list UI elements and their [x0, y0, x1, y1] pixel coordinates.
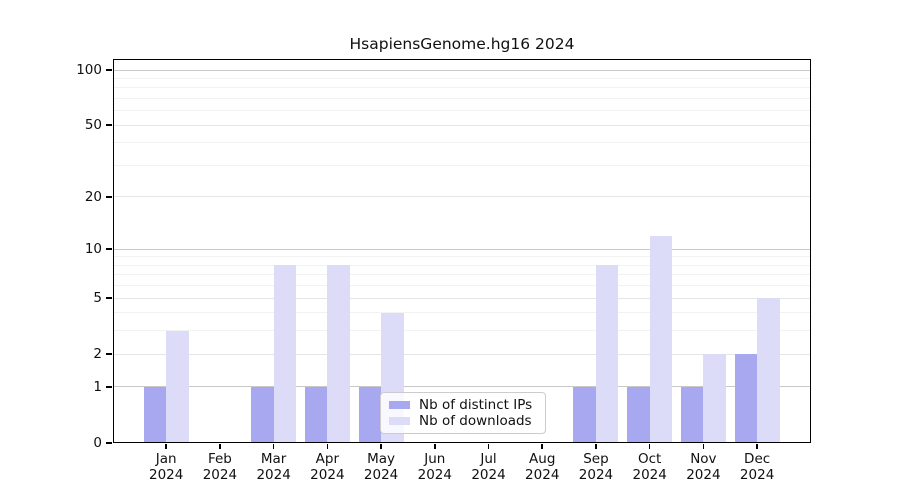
bar-sep-distinct-ips — [573, 386, 596, 443]
x-tick-label-sep: Sep 2024 — [578, 451, 614, 483]
gridline-80 — [113, 87, 811, 89]
legend-swatch-downloads — [389, 417, 410, 426]
bar-oct-downloads — [649, 235, 673, 443]
x-tick-jan — [165, 444, 167, 449]
chart-title: HsapiensGenome.hg16 2024 — [349, 35, 575, 53]
gridline-2 — [113, 353, 811, 355]
bar-oct-distinct-ips — [627, 386, 650, 443]
gridline-20 — [113, 196, 811, 198]
x-tick-label-jun: Jun 2024 — [417, 451, 452, 483]
gridline-30 — [113, 164, 811, 166]
gridline-70 — [113, 97, 811, 99]
bar-sep-downloads — [595, 265, 619, 443]
y-tick-label-20: 20 — [84, 188, 102, 205]
gridline-5 — [113, 297, 811, 299]
gridline-9 — [113, 256, 811, 258]
y-tick-100 — [106, 69, 112, 71]
gridline-4 — [113, 312, 811, 314]
x-tick-apr — [326, 444, 329, 449]
legend-label-downloads: Nb of downloads — [419, 413, 532, 430]
y-tick-10 — [106, 248, 112, 250]
gridline-6 — [113, 285, 811, 287]
bar-nov-downloads — [703, 354, 726, 443]
bar-nov-distinct-ips — [680, 386, 704, 443]
x-tick-label-nov: Nov 2024 — [686, 451, 721, 483]
x-tick-may — [380, 444, 382, 449]
x-tick-label-oct: Oct 2024 — [632, 451, 667, 483]
x-tick-label-mar: Mar 2024 — [256, 451, 291, 483]
gridline-60 — [113, 110, 811, 112]
bar-dec-distinct-ips — [734, 354, 758, 443]
bar-jan-downloads — [166, 330, 189, 443]
x-tick-label-may: May 2024 — [363, 451, 399, 483]
y-tick-2 — [106, 353, 112, 355]
x-tick-dec — [756, 444, 758, 449]
x-tick-oct — [648, 444, 651, 449]
legend-label-distinct-ips: Nb of distinct IPs — [419, 396, 533, 413]
x-tick-mar — [272, 444, 275, 449]
gridline-10 — [113, 248, 811, 250]
x-tick-aug — [541, 444, 543, 449]
y-tick-label-10: 10 — [84, 241, 102, 258]
y-tick-label-2: 2 — [93, 346, 102, 363]
y-tick-5 — [106, 297, 112, 299]
x-tick-label-aug: Aug 2024 — [525, 451, 560, 483]
x-tick-label-jul: Jul 2024 — [471, 451, 506, 483]
y-tick-20 — [106, 196, 112, 198]
y-tick-1 — [106, 386, 112, 388]
x-tick-feb — [219, 444, 221, 449]
x-tick-sep — [595, 444, 597, 449]
gridline-3 — [113, 330, 811, 332]
y-tick-label-100: 100 — [76, 62, 102, 78]
legend-swatch-distinct-ips — [389, 400, 410, 409]
bar-mar-downloads — [273, 265, 297, 443]
gridline-40 — [113, 142, 811, 144]
x-tick-label-feb: Feb 2024 — [202, 451, 238, 483]
legend: Nb of distinct IPs Nb of downloads — [380, 392, 546, 434]
y-tick-label-1: 1 — [93, 378, 102, 395]
y-tick-label-50: 50 — [84, 117, 102, 134]
bar-apr-downloads — [327, 265, 350, 443]
legend-item-downloads: Nb of downloads — [389, 413, 537, 429]
x-tick-label-apr: Apr 2024 — [310, 451, 345, 483]
gridline-50 — [113, 124, 811, 126]
y-tick-50 — [106, 124, 112, 126]
gridline-7 — [113, 274, 811, 276]
gridline-100 — [113, 69, 811, 71]
bar-dec-downloads — [757, 298, 780, 443]
x-tick-label-dec: Dec 2024 — [739, 451, 775, 483]
y-tick-label-5: 5 — [93, 290, 102, 307]
x-tick-jul — [487, 444, 490, 449]
y-tick-label-0: 0 — [93, 435, 102, 451]
bar-apr-distinct-ips — [304, 386, 328, 443]
y-tick-0 — [106, 442, 112, 444]
x-tick-nov — [702, 444, 705, 449]
bar-mar-distinct-ips — [251, 386, 274, 443]
x-tick-label-jan: Jan 2024 — [149, 451, 184, 483]
gridline-8 — [113, 264, 811, 266]
bar-may-distinct-ips — [358, 386, 382, 443]
legend-item-distinct-ips: Nb of distinct IPs — [389, 397, 537, 413]
x-tick-jun — [434, 444, 436, 449]
bar-jan-distinct-ips — [143, 386, 167, 443]
gridline-90 — [113, 77, 811, 79]
gridline-1 — [113, 386, 811, 388]
